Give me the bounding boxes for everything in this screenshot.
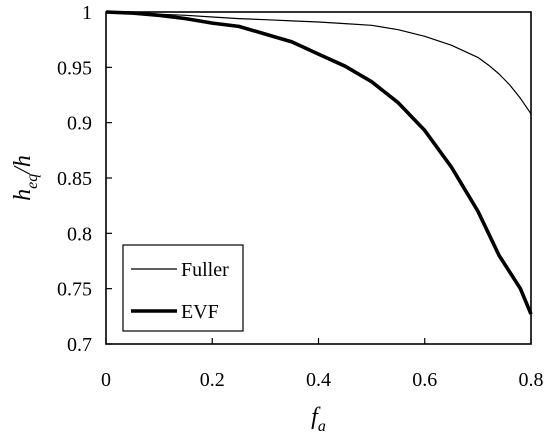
y-axis-title-subscript: eq — [24, 174, 41, 189]
x-tick-label: 0.8 — [519, 369, 544, 391]
y-axis-title: heq/h — [10, 155, 41, 201]
legend: Fuller EVF — [122, 244, 244, 332]
x-tick-label: 0 — [101, 369, 111, 391]
y-axis-ticks: 0.7 0.75 0.8 0.85 0.9 0.95 1 — [57, 2, 112, 356]
x-axis-title: fa — [311, 404, 326, 435]
series-line-evf — [105, 10, 533, 315]
x-tick-label: 0.4 — [306, 369, 331, 391]
y-tick-label: 0.85 — [57, 168, 92, 190]
x-axis-title-subscript: a — [318, 418, 326, 435]
series-line-fuller — [105, 11, 532, 115]
y-tick-label: 1 — [82, 2, 92, 24]
x-tick-label: 0.6 — [412, 369, 437, 391]
y-axis-title-suffix: /h — [10, 155, 36, 176]
y-tick-label: 0.8 — [67, 223, 92, 245]
y-axis-title-main: h — [10, 189, 36, 201]
y-tick-label: 0.9 — [67, 113, 92, 135]
x-axis-ticks: 0 0.2 0.4 0.6 0.8 — [101, 338, 544, 391]
legend-box — [122, 244, 244, 332]
x-axis-title-main: f — [311, 404, 321, 430]
legend-label-fuller: Fuller — [181, 259, 229, 281]
legend-label-evf: EVF — [181, 301, 219, 323]
y-tick-label: 0.7 — [67, 334, 92, 356]
series-layer — [105, 10, 533, 315]
y-tick-label: 0.75 — [57, 279, 92, 301]
y-tick-label: 0.95 — [57, 57, 92, 79]
x-tick-label: 0.2 — [200, 369, 225, 391]
